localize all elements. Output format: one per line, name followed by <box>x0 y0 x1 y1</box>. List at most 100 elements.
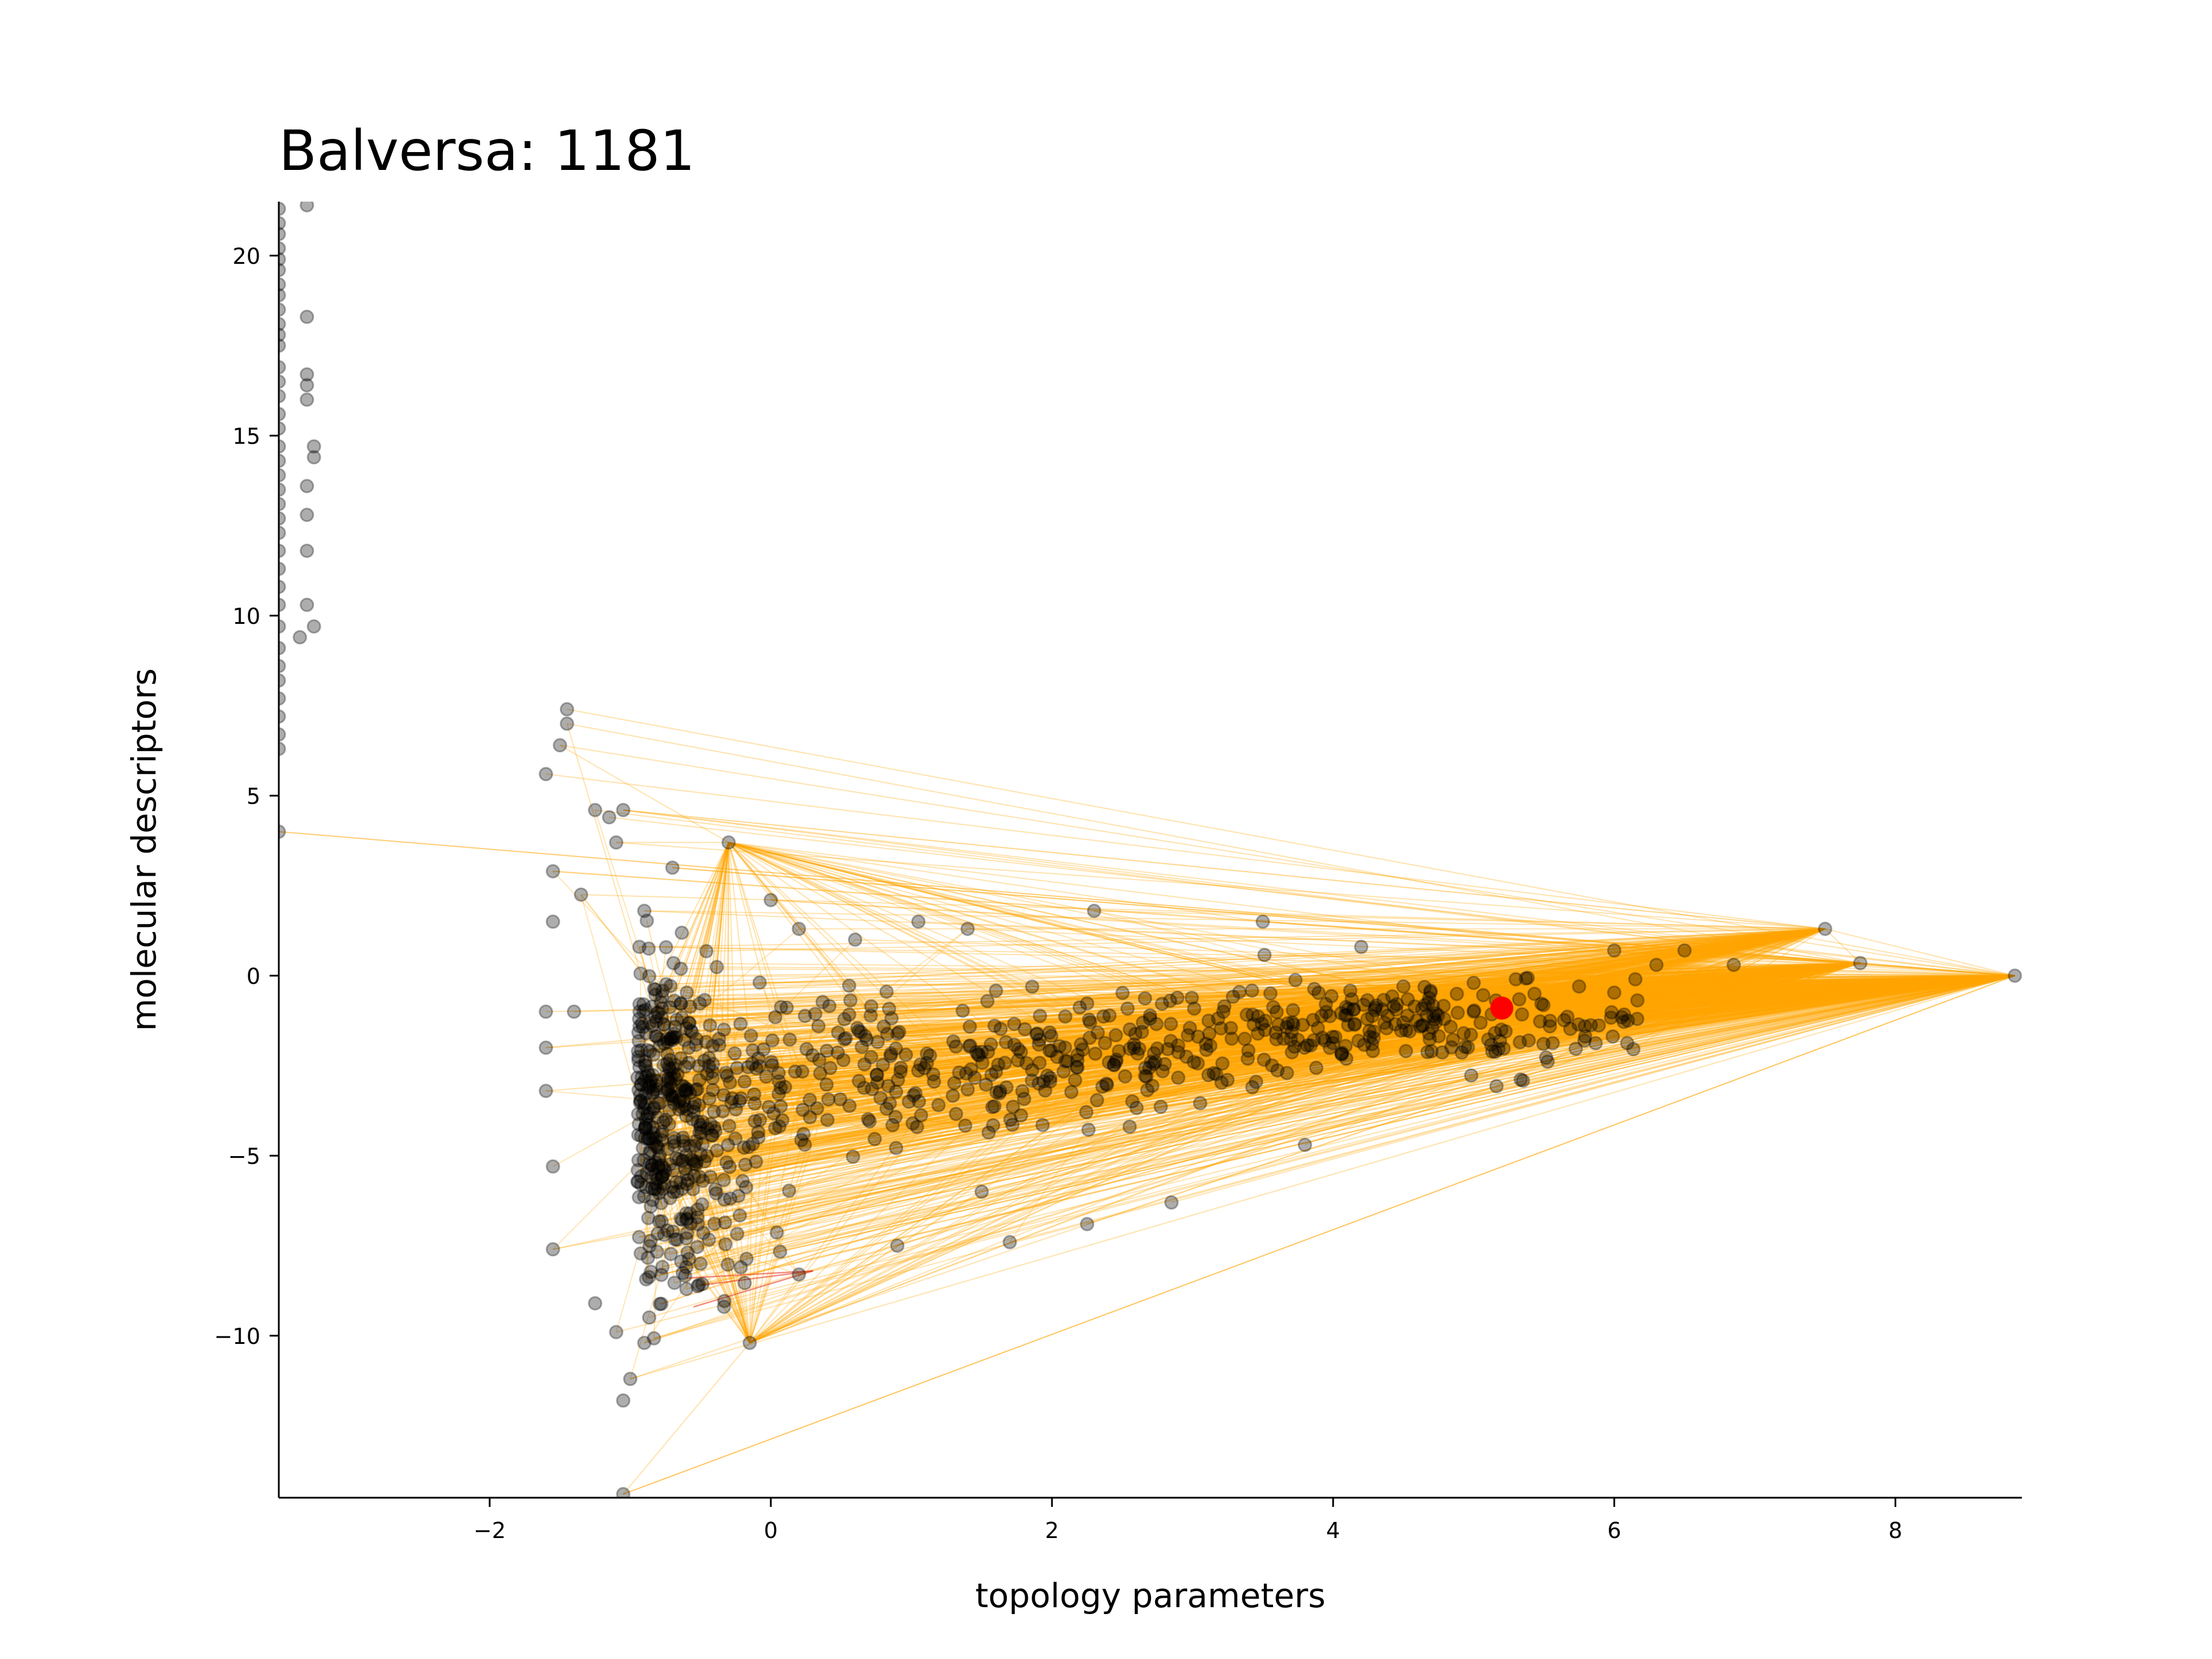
x-axis-title: topology parameters <box>975 1576 1325 1615</box>
network-edge <box>728 842 925 1069</box>
chart-title: Balversa: 1181 <box>279 119 695 183</box>
network-edge <box>1063 979 1296 1073</box>
network-edge <box>690 1030 779 1082</box>
network-edge <box>567 723 1861 964</box>
network-edge <box>1040 975 2015 1017</box>
network-edge <box>696 975 2015 1040</box>
network-edge <box>648 928 1825 1139</box>
network-edge <box>637 1077 650 1278</box>
data-point <box>723 1191 738 1206</box>
network-edge <box>552 962 1861 1250</box>
network-edge <box>566 724 751 1343</box>
network-edge <box>699 962 1861 1178</box>
network-edge <box>1194 975 2015 1063</box>
network-edge <box>641 1084 756 1162</box>
network-edge <box>1464 928 1825 1048</box>
network-edge <box>652 962 1861 1007</box>
network-edge <box>1429 997 1550 1022</box>
network-edge <box>1188 962 1861 1036</box>
data-point <box>1206 1066 1221 1081</box>
network-edge <box>785 975 2015 1088</box>
network-edge <box>559 744 729 843</box>
data-point <box>652 1148 667 1163</box>
network-edge <box>876 1046 969 1076</box>
network-edge <box>1321 1016 1396 1025</box>
data-point <box>741 1060 755 1074</box>
network-edge <box>669 1094 781 1107</box>
edge-layer <box>279 709 2016 1495</box>
network-edge <box>749 990 1351 1344</box>
network-edge <box>1495 962 1861 1034</box>
network-edge <box>884 975 2015 1028</box>
network-edge <box>662 975 2015 1132</box>
network-edge <box>639 946 697 1142</box>
data-point <box>653 1297 667 1312</box>
network-edge <box>710 1176 800 1275</box>
network-edge <box>1519 975 2015 1000</box>
data-point <box>787 1064 802 1079</box>
data-point <box>1162 993 1177 1008</box>
network-edge <box>858 962 1861 1082</box>
network-edge <box>728 842 1553 1044</box>
data-point <box>1088 1046 1103 1061</box>
network-edge <box>1191 962 1861 999</box>
data-point <box>642 1016 657 1031</box>
network-edge <box>1063 962 1861 1073</box>
network-edge <box>978 1024 1254 1055</box>
network-edge <box>724 928 1825 1096</box>
network-edge <box>686 975 2016 1268</box>
network-edge <box>1009 997 1178 1243</box>
network-edge <box>649 1074 678 1086</box>
network-edge <box>652 975 2015 1138</box>
network-edge <box>736 962 1861 1110</box>
data-point <box>670 1184 684 1199</box>
data-point <box>1081 1122 1096 1137</box>
network-edge <box>638 975 2015 1183</box>
network-edge <box>846 928 1825 1039</box>
network-edge <box>1387 975 2015 1029</box>
network-edge <box>748 975 2015 1068</box>
data-point <box>890 1238 905 1253</box>
data-point <box>656 983 670 998</box>
data-point <box>1380 1008 1395 1023</box>
network-edge <box>703 1187 747 1234</box>
network-edge <box>927 975 2015 1054</box>
network-edge <box>641 975 2015 1185</box>
network-edge <box>655 928 1825 990</box>
data-point <box>680 1245 695 1260</box>
network-edge <box>1363 975 2015 1046</box>
network-edge <box>1160 975 2015 1108</box>
data-point <box>1435 1045 1450 1060</box>
network-edge <box>638 975 2015 1061</box>
network-edge <box>777 962 1861 1233</box>
data-point <box>679 1282 694 1296</box>
data-point <box>1323 1040 1338 1055</box>
data-point <box>1044 1029 1059 1044</box>
data-point <box>650 1082 664 1097</box>
data-point <box>1082 1012 1097 1027</box>
network-edge <box>809 975 2015 1118</box>
data-point <box>1536 1036 1551 1051</box>
data-point <box>646 1126 661 1141</box>
data-point <box>1460 1040 1475 1055</box>
data-point <box>645 1085 660 1100</box>
network-edge <box>681 975 2016 1262</box>
data-point <box>1512 992 1527 1007</box>
data-point <box>989 1085 1004 1100</box>
network-edge <box>981 975 2016 1192</box>
data-point <box>1534 997 1549 1011</box>
data-point <box>641 1067 656 1082</box>
data-point <box>654 1127 669 1142</box>
network-edge <box>877 975 2015 1075</box>
network-edge <box>858 928 1825 1032</box>
data-point <box>1513 1035 1527 1050</box>
data-point <box>1584 1018 1599 1033</box>
network-edge <box>653 1015 871 1091</box>
network-edge <box>686 962 1861 1239</box>
network-edge <box>641 962 1861 1086</box>
network-edge <box>728 842 810 1100</box>
network-edge <box>749 1051 1120 1344</box>
data-point <box>733 1260 748 1275</box>
data-point <box>1269 1032 1284 1047</box>
network-edge <box>1438 962 1861 1037</box>
